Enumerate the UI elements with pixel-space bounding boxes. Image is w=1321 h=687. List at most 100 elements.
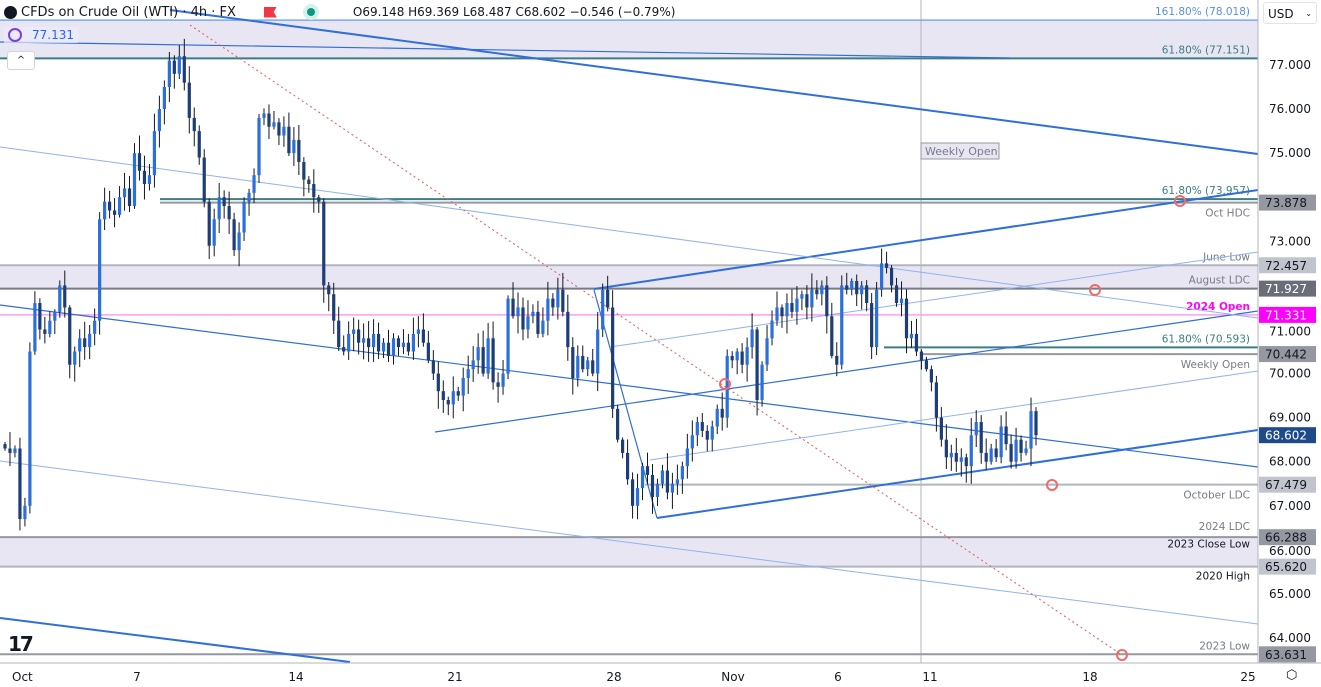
candle [48,311,52,338]
candle-body [192,117,196,132]
candle-body [909,333,914,339]
candle-body [481,347,485,374]
y-tick-label: 67.000 [1269,499,1311,513]
candle-body [451,391,455,405]
level-label: 2024 Open [1186,301,1250,313]
level-label: 2023 Low [1199,640,1250,652]
x-tick-label: 28 [606,670,621,684]
candle-body [352,329,356,334]
candle-body [616,408,620,440]
candle [197,125,201,165]
alert-circle-marker [1089,284,1101,296]
candle-body [466,369,470,378]
candle-body [122,188,127,198]
candle-body [3,444,7,449]
y-tick-label: 77.000 [1269,58,1311,72]
candle-body [969,435,973,467]
candle-body [964,457,968,467]
level-label: 61.80% (77.151) [1162,44,1250,56]
candle-body [491,338,495,383]
candle-body [257,117,261,176]
candle [182,38,186,91]
candle [277,118,281,146]
trend-line [656,429,1259,519]
candle-body [88,333,92,348]
trend-line [593,189,1259,290]
candle [775,291,779,326]
candle-body [187,82,191,118]
candle [142,155,147,200]
candle-body [307,179,311,185]
candle [611,290,615,418]
candle-body [725,355,729,418]
candle [805,285,809,320]
candle [855,274,859,307]
candle-body [197,131,201,158]
candle-body [53,311,57,321]
candle-body [73,351,77,365]
candle-body [282,126,286,136]
candle [1004,411,1008,451]
candle [795,286,799,325]
candle [172,55,176,89]
collapse-legend-button[interactable]: ^ [7,51,35,70]
candle [860,281,864,310]
candle [556,277,560,320]
alert-circle-marker [719,378,731,390]
candle [1034,407,1038,446]
candle [357,319,361,355]
price-badge [1259,346,1316,363]
candle [780,304,784,328]
candle [252,168,256,204]
currency-select[interactable]: USD ⌄ [1263,2,1317,24]
candle [122,172,127,211]
candle-body [147,175,152,185]
candle-body [566,311,570,348]
y-tick-label: 70.000 [1269,367,1311,381]
candle-body [277,122,281,136]
candle [18,437,22,531]
x-tick-label: 6 [834,670,842,684]
price-badge [1259,529,1316,546]
candle [506,295,510,380]
candle-body [366,338,371,348]
y-tick-label: 75.000 [1269,146,1311,160]
candle-body [710,426,714,440]
candle [710,420,714,452]
candle-body [98,219,102,321]
candle-body [242,201,246,233]
candle-body [621,439,625,453]
candle-body [1034,411,1038,436]
candle-body [317,197,321,202]
candle-body [332,294,336,321]
flag-icon[interactable] [263,6,277,18]
candle-body [511,298,515,317]
indicator-legend[interactable]: 77.131 [4,27,78,43]
market-status-icon [306,8,315,16]
candle [332,282,336,334]
settings-icon[interactable]: ⬡ [1286,668,1298,683]
level-label: 2023 Close Low [1167,539,1250,551]
candle [670,472,675,509]
candle [137,135,142,181]
candle-body [137,153,142,171]
candle-body [879,263,884,290]
candle-body [735,351,739,361]
alert-circle-marker [1116,649,1128,661]
candle [83,321,87,360]
candle-body [401,342,406,348]
candle-body [381,342,386,352]
candle [621,437,625,459]
price-badge [1259,194,1316,211]
candle [680,461,684,494]
candle [391,333,396,365]
candle-body [596,329,600,374]
candle-body [611,307,615,409]
candle [107,190,112,219]
candle-body [371,333,376,348]
symbol-title[interactable]: CFDs on Crude Oil (WTI) · 4h · FX [21,4,236,20]
candle [342,335,346,356]
candle [959,448,963,477]
candle-body [376,333,381,352]
